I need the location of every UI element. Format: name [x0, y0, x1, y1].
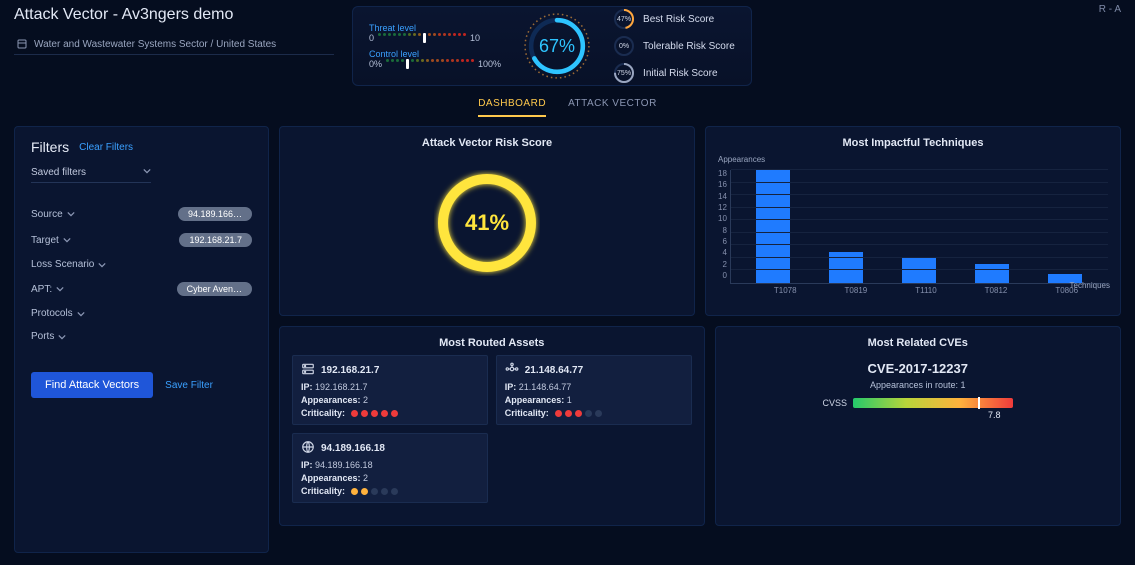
- threat-max: 10: [470, 33, 480, 43]
- asset-card[interactable]: 94.189.166.18IP: 94.189.166.18Appearance…: [292, 433, 488, 503]
- control-min: 0%: [369, 59, 382, 69]
- sector-icon: [16, 38, 28, 50]
- globe-icon: [301, 440, 315, 457]
- assets-title: Most Routed Assets: [439, 337, 544, 349]
- cvss-label: CVSS: [823, 398, 848, 408]
- risk-score-row: 0%Tolerable Risk Score: [613, 35, 735, 57]
- bar-T0812: [975, 264, 1009, 283]
- cvss-score: 7.8: [823, 410, 1001, 420]
- risk-scores: 47%Best Risk Score 0%Tolerable Risk Score…: [613, 8, 735, 84]
- filter-pill[interactable]: 94.189.166…: [178, 207, 252, 221]
- saved-filters-label: Saved filters: [31, 167, 86, 178]
- page-title: Attack Vector - Av3ngers demo: [14, 6, 334, 24]
- meters-panel: Threat level 0 10 Control level 0% 100%: [352, 6, 752, 86]
- x-axis-title: Techniques: [1070, 281, 1110, 290]
- control-max: 100%: [478, 59, 501, 69]
- gauge-value: 67%: [519, 8, 595, 84]
- cves-title: Most Related CVEs: [868, 337, 968, 349]
- risk-score-value: 41%: [427, 163, 547, 283]
- find-attack-vectors-button[interactable]: Find Attack Vectors: [31, 372, 153, 398]
- techniques-card: Most Impactful Techniques Appearances 18…: [705, 126, 1121, 316]
- threat-level-label: Threat level: [369, 23, 501, 33]
- filter-row-ports[interactable]: Ports: [31, 331, 252, 342]
- asset-card[interactable]: 21.148.64.77IP: 21.148.64.77Appearances:…: [496, 355, 692, 425]
- tab-attack-vector[interactable]: ATTACK VECTOR: [568, 94, 657, 117]
- chevron-down-icon: [143, 167, 151, 175]
- filter-row-target[interactable]: Target192.168.21.7: [31, 233, 252, 247]
- filter-row-apt-[interactable]: APT:Cyber Aven…: [31, 282, 252, 296]
- server-icon: [301, 362, 315, 379]
- breadcrumb[interactable]: Water and Wastewater Systems Sector / Un…: [14, 36, 334, 55]
- save-filter-link[interactable]: Save Filter: [165, 380, 213, 391]
- filter-row-protocols[interactable]: Protocols: [31, 308, 252, 319]
- asset-card[interactable]: 192.168.21.7IP: 192.168.21.7Appearances:…: [292, 355, 488, 425]
- cve-appearances: Appearances in route: 1: [823, 380, 1014, 390]
- breadcrumb-text: Water and Wastewater Systems Sector / Un…: [34, 39, 276, 50]
- risk-score-row: 75%Initial Risk Score: [613, 62, 735, 84]
- filter-row-loss-scenario[interactable]: Loss Scenario: [31, 259, 252, 270]
- assets-card: Most Routed Assets 192.168.21.7IP: 192.1…: [279, 326, 705, 526]
- filters-panel: Filters Clear Filters Saved filters Sour…: [14, 126, 269, 553]
- risk-score-row: 47%Best Risk Score: [613, 8, 735, 30]
- cves-card: Most Related CVEs CVE-2017-12237 Appeara…: [715, 326, 1121, 526]
- tabs: DASHBOARD ATTACK VECTOR: [0, 90, 1135, 118]
- filter-row-source[interactable]: Source94.189.166…: [31, 207, 252, 221]
- threat-dots: [378, 33, 466, 43]
- cvss-track: [853, 398, 1013, 408]
- control-dots: [386, 59, 474, 69]
- risk-score-title: Attack Vector Risk Score: [422, 137, 552, 149]
- techniques-title: Most Impactful Techniques: [843, 137, 984, 149]
- cve-id: CVE-2017-12237: [823, 361, 1014, 376]
- risk-score-card: Attack Vector Risk Score 41%: [279, 126, 695, 316]
- tab-dashboard[interactable]: DASHBOARD: [478, 94, 546, 117]
- clear-filters-link[interactable]: Clear Filters: [79, 142, 133, 153]
- bars-area: [730, 170, 1108, 284]
- top-right-label: R - A: [1099, 4, 1121, 15]
- filter-pill[interactable]: 192.168.21.7: [179, 233, 252, 247]
- threat-min: 0: [369, 33, 374, 43]
- x-axis: T1078T0819T1110T0812T0806: [730, 284, 1108, 295]
- gauge: 67%: [519, 8, 595, 84]
- control-level-label: Control level: [369, 49, 501, 59]
- y-axis: 181614121086420: [718, 170, 730, 280]
- filter-pill[interactable]: Cyber Aven…: [177, 282, 252, 296]
- y-axis-title: Appearances: [718, 155, 765, 164]
- hub-icon: [505, 362, 519, 379]
- filters-title: Filters: [31, 139, 69, 155]
- bar-T1078: [756, 170, 790, 283]
- saved-filters-select[interactable]: Saved filters: [31, 167, 151, 183]
